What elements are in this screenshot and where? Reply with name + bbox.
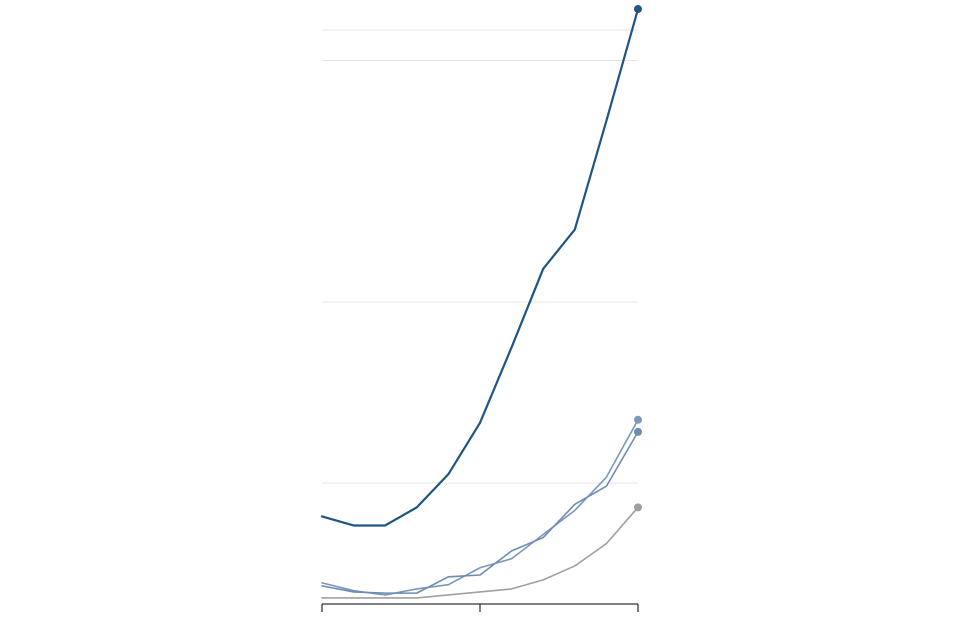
- series-primary: [322, 9, 638, 525]
- series-primary-end-marker: [634, 5, 642, 13]
- line-chart: [0, 0, 960, 629]
- series-tertiary: [322, 507, 638, 598]
- series-secondary-a-end-marker: [634, 416, 642, 424]
- series-secondary-b-end-marker: [634, 428, 642, 436]
- series-secondary-a: [322, 420, 638, 595]
- series-tertiary-end-marker: [634, 503, 642, 511]
- chart-svg: [0, 0, 960, 629]
- series-secondary-b: [322, 432, 638, 593]
